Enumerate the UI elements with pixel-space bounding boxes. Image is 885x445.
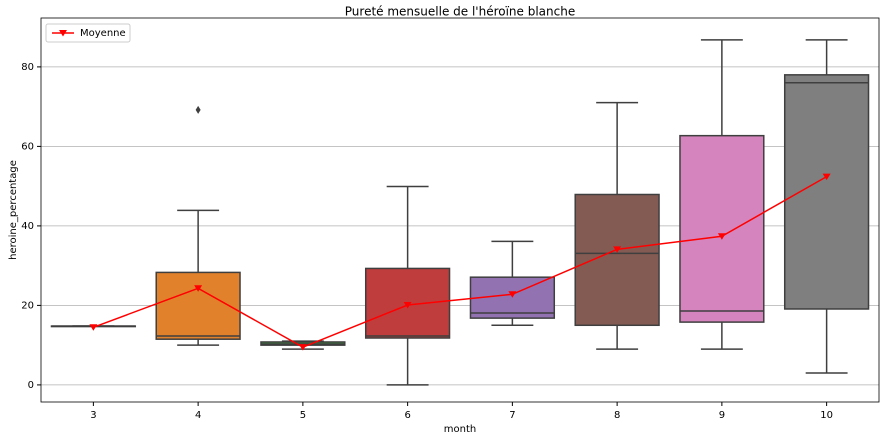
mean-marker	[89, 324, 98, 331]
x-axis-label: month	[444, 424, 476, 435]
mean-marker	[717, 233, 726, 240]
mean-marker	[194, 285, 203, 292]
x-tick-label: 8	[614, 410, 620, 421]
mean-marker	[613, 246, 622, 253]
legend: Moyenne	[45, 23, 131, 43]
mean-marker	[298, 344, 307, 351]
x-tick-label: 9	[719, 410, 725, 421]
mean-line	[93, 175, 827, 348]
legend-label: Moyenne	[80, 28, 126, 39]
outlier	[195, 105, 201, 114]
mean-marker	[508, 291, 517, 298]
x-tick-label: 3	[90, 410, 96, 421]
chart-title: Pureté mensuelle de l'héroïne blanche	[345, 5, 575, 19]
y-axis-label: heroine_percentage	[8, 160, 19, 260]
legend-frame	[45, 23, 131, 43]
x-tick-label: 7	[509, 410, 515, 421]
legend-marker	[59, 30, 67, 37]
y-tick-label: 0	[28, 380, 34, 391]
mean-marker	[403, 302, 412, 309]
x-tick-label: 10	[820, 410, 833, 421]
y-tick-label: 60	[21, 141, 34, 152]
axes-frame	[40, 17, 880, 403]
x-tick-label: 6	[404, 410, 410, 421]
y-tick-label: 20	[21, 300, 34, 311]
y-tick-label: 80	[21, 62, 34, 73]
box	[679, 134, 765, 323]
box	[574, 193, 660, 327]
x-tick-label: 5	[300, 410, 306, 421]
box	[155, 271, 241, 340]
plot	[50, 39, 870, 386]
x-tick-label: 4	[195, 410, 201, 421]
mean-marker	[822, 173, 831, 181]
y-tick-label: 40	[21, 221, 34, 232]
box	[783, 74, 870, 310]
